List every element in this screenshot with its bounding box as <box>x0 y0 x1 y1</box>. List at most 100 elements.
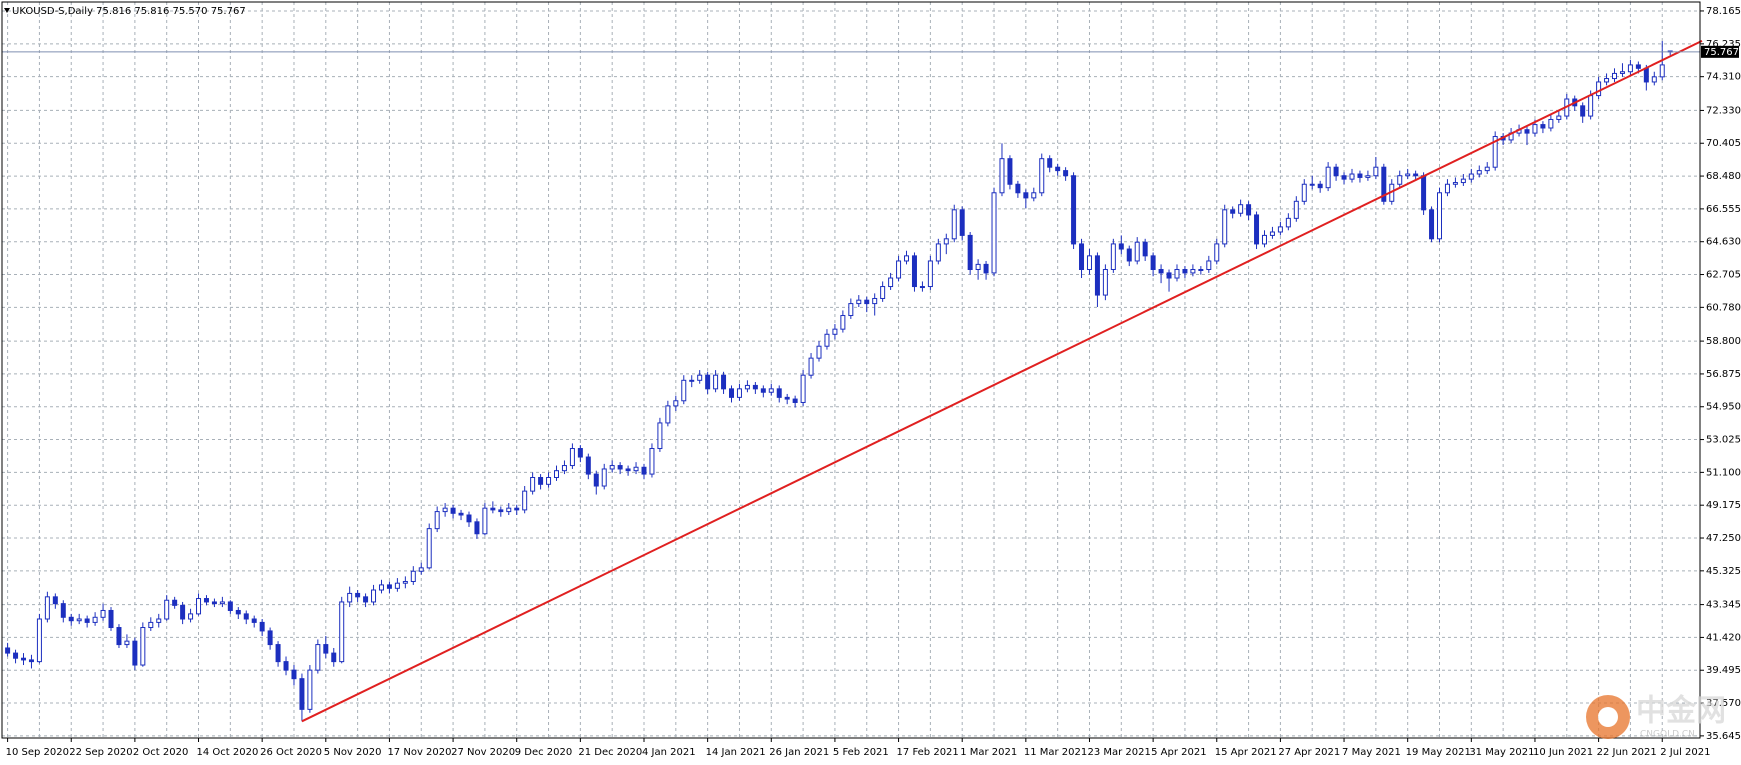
watermark-sub: CNGOLD.CN <box>1640 730 1695 740</box>
candle-body <box>665 405 671 424</box>
candle-body <box>490 507 496 511</box>
candle-body <box>1333 166 1339 177</box>
candle-body <box>1341 175 1347 180</box>
candle-body <box>872 297 878 305</box>
candle-body <box>1627 64 1633 73</box>
y-tick-label: 56.875 <box>1706 369 1741 380</box>
candle-body <box>92 616 98 623</box>
candle-body <box>641 466 647 475</box>
candle-body <box>506 507 512 513</box>
candle-body <box>1071 175 1077 245</box>
candle-body <box>1293 200 1299 219</box>
candle-body <box>1548 118 1554 129</box>
candle-body <box>816 345 822 359</box>
candle-body <box>1094 255 1100 296</box>
candle-body <box>681 379 687 402</box>
candle-body <box>68 616 74 622</box>
candle-body <box>911 255 917 288</box>
candle-body <box>211 601 217 605</box>
candle-body <box>705 374 711 390</box>
candle-body <box>410 570 416 582</box>
plot-frame <box>1 1 1701 739</box>
candle-body <box>538 476 544 485</box>
x-tick-label: 17 Nov 2020 <box>387 747 451 758</box>
candle-body <box>824 333 830 347</box>
candle-body <box>84 618 90 623</box>
x-tick-label: 11 Mar 2021 <box>1024 747 1087 758</box>
candle-body <box>60 603 66 618</box>
candle-body <box>402 580 408 584</box>
candle-body <box>561 465 567 472</box>
candle-body <box>140 627 146 666</box>
candle-body <box>1277 226 1283 233</box>
candle-body <box>1484 166 1490 172</box>
y-tick-label: 68.480 <box>1706 171 1741 182</box>
candle-body <box>975 263 981 270</box>
candle-body <box>951 209 957 240</box>
candle-body <box>180 604 186 620</box>
x-tick-label: 2 Jul 2021 <box>1660 747 1710 758</box>
candle-body <box>856 299 862 305</box>
y-tick-label: 49.175 <box>1706 500 1741 511</box>
candle-body <box>1635 64 1641 69</box>
candle-body <box>124 640 130 646</box>
candle-body <box>553 470 559 478</box>
trend-line <box>301 39 1703 723</box>
y-tick-label: 72.330 <box>1706 105 1741 116</box>
candle-body <box>1222 209 1228 245</box>
candle-body <box>522 490 528 511</box>
candle-body <box>21 657 27 661</box>
x-tick-label: 31 May 2021 <box>1469 747 1534 758</box>
y-tick-label: 41.420 <box>1706 632 1741 643</box>
candle-body <box>1174 268 1180 279</box>
candle-body <box>1452 182 1458 185</box>
candle-body <box>633 466 639 472</box>
candle-body <box>259 621 265 632</box>
y-tick-label: 39.495 <box>1706 665 1741 676</box>
candle-body <box>991 192 997 274</box>
candle-body <box>386 584 392 589</box>
candle-body <box>1182 268 1188 274</box>
y-tick-label: 47.250 <box>1706 533 1741 544</box>
candle-body <box>275 644 281 663</box>
candle-body <box>291 669 297 680</box>
candle-body <box>848 303 854 317</box>
y-tick-label: 74.310 <box>1706 72 1741 83</box>
candle-body <box>784 396 790 400</box>
candle-body <box>1254 214 1260 245</box>
candle-body <box>1126 248 1132 262</box>
candle-body <box>888 277 894 288</box>
candle-body <box>1285 217 1291 228</box>
y-tick-label: 37.570 <box>1706 698 1741 709</box>
candle-body <box>307 669 313 710</box>
candle-body <box>808 357 814 376</box>
candle-body <box>625 468 631 472</box>
x-tick-label: 5 Nov 2020 <box>324 747 382 758</box>
candle-body <box>5 647 11 654</box>
x-tick-label: 14 Oct 2020 <box>197 747 259 758</box>
candle-body <box>1397 175 1403 185</box>
candle-body <box>721 374 727 390</box>
candle-body <box>331 652 337 663</box>
candle-body <box>482 507 488 535</box>
candle-body <box>1444 183 1450 194</box>
candle-body <box>935 243 941 262</box>
candle-body <box>896 260 902 279</box>
candle-body <box>657 422 663 450</box>
candle-body <box>1269 231 1275 236</box>
candle-body <box>132 640 138 666</box>
candle-body <box>1102 268 1108 296</box>
candle-body <box>44 596 50 620</box>
candle-body <box>227 601 233 611</box>
candle-body <box>315 644 321 671</box>
candle-body <box>108 609 114 629</box>
candle-body <box>1086 255 1092 270</box>
y-tick-label: 62.705 <box>1706 270 1741 281</box>
candle-body <box>569 448 575 467</box>
candle-body <box>864 299 870 305</box>
candle-body <box>760 388 766 393</box>
candle-body <box>729 388 735 398</box>
candle-body <box>1643 67 1649 83</box>
candle-body <box>378 584 384 591</box>
